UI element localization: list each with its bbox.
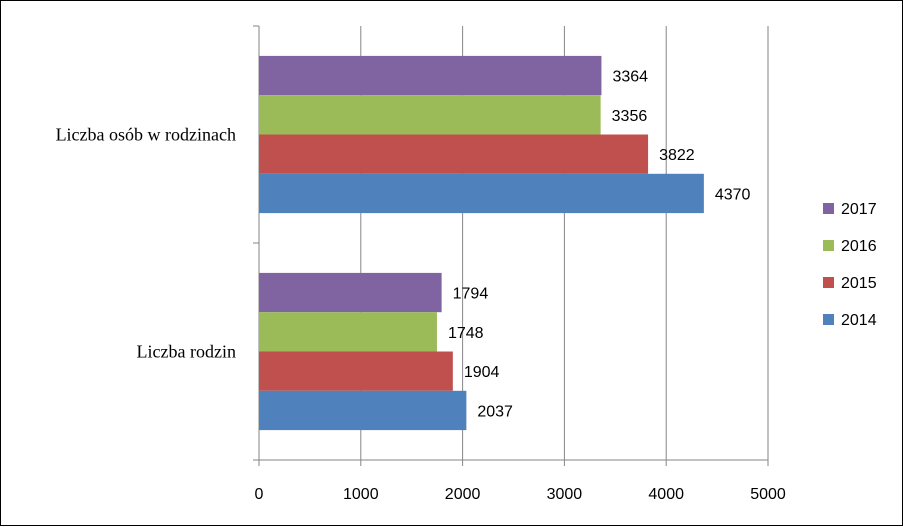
data-label: 3364 (612, 69, 648, 86)
data-label: 1748 (448, 325, 484, 342)
bar (259, 55, 602, 96)
legend-swatch (823, 240, 834, 251)
legend-label: 2016 (841, 238, 877, 255)
x-tick-label: 3000 (547, 486, 583, 503)
data-label: 3356 (612, 108, 648, 125)
bar (259, 173, 704, 214)
bar (259, 312, 437, 352)
category-label: Liczba osób w rodzinach (56, 125, 236, 145)
legend-label: 2014 (841, 312, 877, 329)
x-tick-label: 5000 (750, 486, 786, 503)
bar (259, 272, 442, 313)
bar (259, 134, 649, 174)
x-tick-label: 2000 (445, 486, 481, 503)
data-label: 4370 (715, 186, 751, 203)
x-tick-label: 4000 (648, 486, 684, 503)
legend-swatch (823, 314, 834, 325)
legend-swatch (823, 277, 834, 288)
bar (259, 351, 453, 391)
data-label: 1904 (464, 364, 500, 381)
category-label: Liczba rodzin (137, 342, 236, 362)
bar (259, 95, 601, 135)
x-tick-label: 1000 (343, 486, 379, 503)
data-label: 1794 (453, 286, 489, 303)
x-tick-label: 0 (255, 486, 264, 503)
legend-label: 2017 (841, 201, 877, 218)
data-label: 3822 (659, 147, 695, 164)
data-label: 2037 (477, 403, 513, 420)
legend-label: 2015 (841, 275, 877, 292)
bar (259, 390, 467, 431)
legend-swatch (823, 203, 834, 214)
